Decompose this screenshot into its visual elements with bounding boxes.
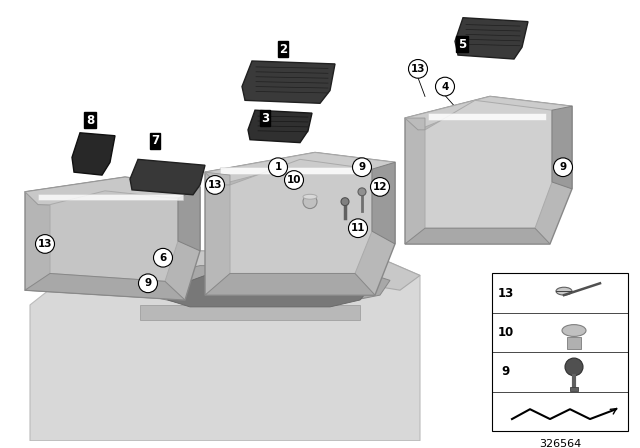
Bar (570, 387, 578, 391)
Text: 9: 9 (145, 278, 152, 289)
Polygon shape (205, 172, 230, 185)
Circle shape (435, 77, 454, 96)
Text: 8: 8 (86, 113, 94, 126)
Polygon shape (248, 110, 312, 142)
Text: 9: 9 (502, 365, 510, 378)
Ellipse shape (303, 194, 317, 199)
Polygon shape (140, 266, 390, 303)
Circle shape (269, 158, 287, 177)
Text: 13: 13 (38, 239, 52, 249)
Ellipse shape (556, 287, 572, 295)
Text: 7: 7 (151, 134, 159, 147)
Text: 13: 13 (411, 64, 425, 74)
Polygon shape (242, 61, 335, 103)
Text: 326564: 326564 (539, 439, 581, 448)
Circle shape (341, 198, 349, 206)
Polygon shape (405, 228, 550, 244)
Bar (492, 273, 628, 431)
Circle shape (371, 177, 390, 196)
Text: 3: 3 (261, 112, 269, 125)
Circle shape (303, 195, 317, 208)
Polygon shape (178, 187, 200, 251)
Text: 6: 6 (159, 253, 166, 263)
Text: 1: 1 (275, 162, 282, 172)
Polygon shape (25, 177, 200, 207)
Circle shape (285, 171, 303, 190)
Bar (220, 167, 368, 174)
Polygon shape (30, 251, 420, 441)
Polygon shape (25, 273, 185, 300)
Polygon shape (455, 18, 528, 59)
Circle shape (358, 188, 366, 196)
Polygon shape (230, 159, 372, 273)
Polygon shape (165, 276, 370, 307)
Polygon shape (425, 100, 552, 228)
Polygon shape (205, 273, 375, 295)
Polygon shape (80, 251, 420, 290)
Circle shape (154, 248, 173, 267)
Bar (38, 194, 183, 200)
Polygon shape (405, 118, 425, 130)
Polygon shape (205, 152, 395, 185)
Polygon shape (130, 159, 205, 195)
Text: 4: 4 (442, 82, 449, 91)
Circle shape (35, 235, 54, 253)
Text: 11: 11 (351, 223, 365, 233)
Text: 2: 2 (279, 43, 287, 56)
Bar (567, 337, 581, 349)
Polygon shape (205, 152, 395, 295)
Circle shape (349, 219, 367, 237)
Text: 13: 13 (208, 180, 222, 190)
Text: 9: 9 (559, 162, 566, 172)
Text: 12: 12 (372, 182, 387, 192)
Polygon shape (552, 106, 572, 189)
Text: 9: 9 (358, 162, 365, 172)
Polygon shape (72, 133, 115, 175)
Circle shape (408, 60, 428, 78)
Polygon shape (50, 191, 178, 281)
Circle shape (353, 158, 371, 177)
Ellipse shape (562, 325, 586, 336)
Bar (428, 113, 546, 120)
Circle shape (138, 274, 157, 293)
Text: 10: 10 (498, 326, 514, 339)
Polygon shape (405, 96, 572, 244)
Polygon shape (372, 162, 395, 244)
Text: 10: 10 (287, 175, 301, 185)
Circle shape (554, 158, 573, 177)
Polygon shape (25, 177, 200, 300)
Text: 5: 5 (458, 38, 466, 51)
Text: 13: 13 (498, 287, 514, 300)
Circle shape (565, 358, 583, 376)
Bar (140, 305, 360, 320)
Circle shape (205, 176, 225, 194)
Polygon shape (405, 96, 572, 130)
